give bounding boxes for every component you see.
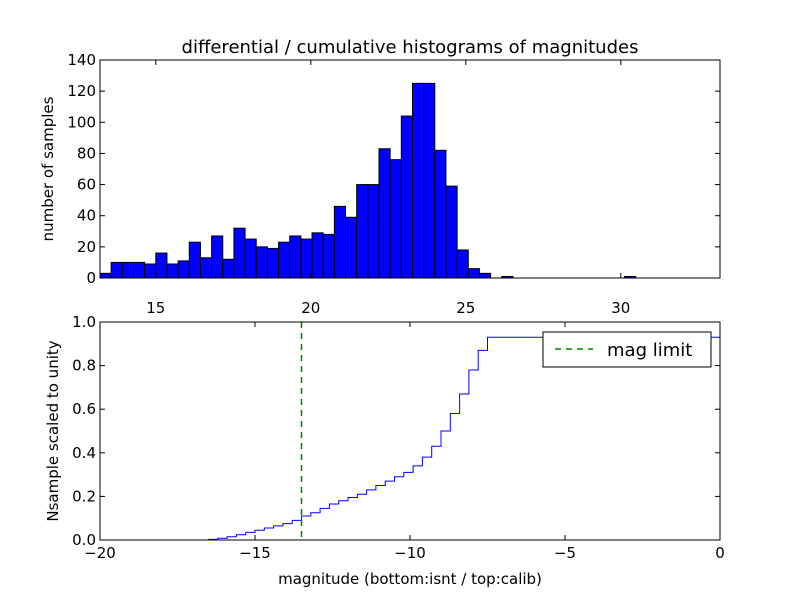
y-tick-label: 0.8	[72, 357, 96, 375]
bottom-y-axis-label: Nsample scaled to unity	[44, 340, 62, 521]
histogram-bar	[132, 261, 146, 279]
y-tick-label: 80	[77, 144, 96, 162]
top-histogram-panel: differential / cumulative histograms of …	[39, 37, 721, 317]
histogram-bar	[166, 263, 179, 279]
chart-title: differential / cumulative histograms of …	[182, 37, 639, 58]
histogram-bar	[289, 235, 302, 279]
histogram-bar	[333, 205, 347, 279]
histogram-bars	[99, 82, 637, 279]
histogram-bar	[188, 241, 201, 279]
histogram-bar	[155, 252, 168, 279]
histogram-bar	[199, 257, 213, 279]
top-y-axis-label: number of samples	[39, 96, 57, 241]
histogram-bar	[445, 185, 458, 279]
top-axis-ticks: 0 20 40 60 80 100 120 140 15 20 25 30	[67, 51, 720, 317]
histogram-bar	[110, 261, 123, 279]
histogram-bar	[356, 184, 369, 279]
x-tick-label: 15	[146, 299, 165, 317]
histogram-bar	[456, 249, 469, 279]
histogram-bar	[211, 235, 224, 279]
bottom-x-axis-label: magnitude (bottom:isnt / top:calib)	[278, 570, 542, 588]
histogram-bar	[434, 149, 447, 279]
histogram-bar	[300, 238, 313, 279]
y-tick-label: 0.0	[72, 531, 96, 549]
histogram-bar	[244, 238, 257, 279]
y-tick-label: 0.6	[72, 400, 96, 418]
histogram-bar	[423, 82, 436, 279]
histogram-bar	[378, 148, 391, 279]
histogram-bar	[121, 261, 134, 279]
histogram-bar	[322, 233, 335, 279]
x-tick-label: −20	[84, 544, 116, 562]
histogram-bar	[144, 263, 157, 279]
y-tick-label: 0	[86, 269, 96, 287]
y-tick-label: 20	[77, 238, 96, 256]
histogram-bar	[311, 232, 324, 279]
histogram-bar	[222, 258, 235, 279]
y-tick-label: 100	[67, 113, 96, 131]
x-tick-label: −10	[394, 544, 426, 562]
x-tick-label: 0	[715, 544, 725, 562]
histogram-bar	[478, 272, 492, 279]
bottom-plot-frame	[99, 321, 721, 541]
legend: mag limit	[542, 331, 712, 368]
x-tick-label: 20	[301, 299, 320, 317]
x-tick-label: 25	[456, 299, 475, 317]
y-tick-label: 140	[67, 51, 96, 69]
x-tick-label: −15	[239, 544, 271, 562]
histogram-bar	[255, 246, 268, 279]
histogram-bar	[99, 272, 112, 279]
y-tick-label: 1.0	[72, 313, 96, 331]
histogram-bar	[177, 260, 190, 279]
histogram-bar	[233, 227, 246, 279]
top-plot-frame	[99, 59, 721, 279]
histogram-bar	[345, 216, 358, 279]
bottom-cumulative-panel: magnitude (bottom:isnt / top:calib) Nsam…	[44, 313, 725, 588]
y-tick-label: 0.2	[72, 487, 96, 505]
histogram-bar	[467, 268, 480, 279]
x-tick-label: −5	[554, 544, 576, 562]
y-tick-label: 60	[77, 176, 96, 194]
cumulative-step-line	[100, 322, 721, 541]
y-tick-label: 40	[77, 207, 96, 225]
histogram-bar	[400, 115, 413, 279]
histogram-bar	[411, 82, 425, 279]
legend-label: mag limit	[607, 340, 692, 361]
histogram-bar	[278, 241, 291, 279]
histogram-bar	[367, 184, 380, 279]
y-tick-label: 120	[67, 82, 96, 100]
y-tick-label: 0.4	[72, 444, 96, 462]
x-tick-label: 30	[611, 299, 630, 317]
histogram-bar	[266, 247, 280, 279]
bottom-axis-ticks: 0.0 0.2 0.4 0.6 0.8 1.0 −20 −15 −10 −5 0	[72, 313, 725, 562]
histogram-bar	[389, 159, 402, 279]
